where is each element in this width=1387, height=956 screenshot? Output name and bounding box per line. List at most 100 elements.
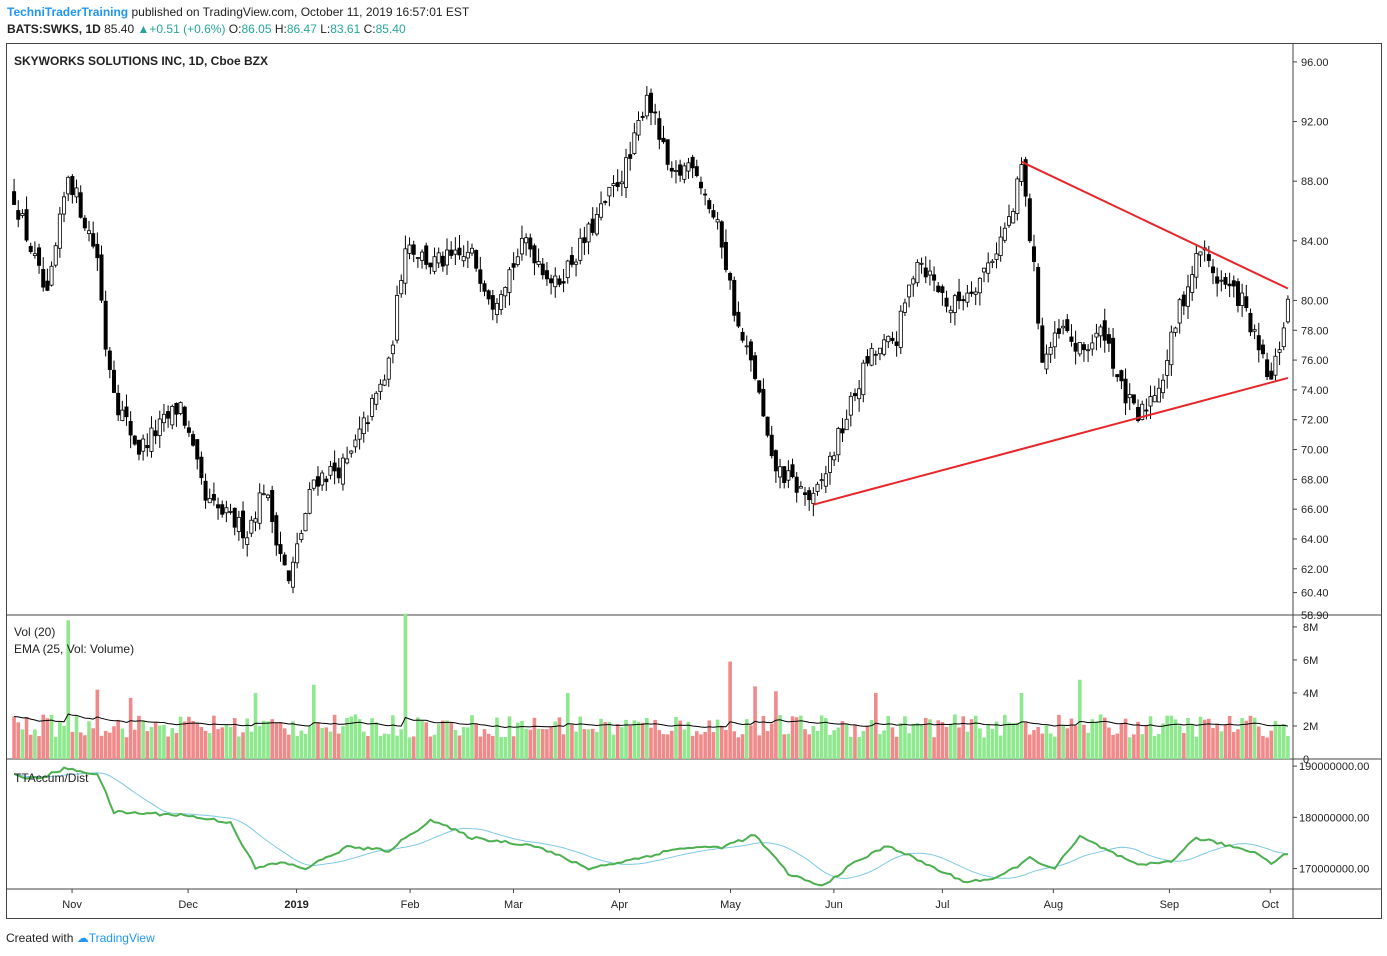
volume-bar [724,729,728,759]
volume-bar [411,736,416,759]
candle-up [374,392,379,405]
volume-bar [1244,720,1249,759]
volume-bar [182,721,187,759]
candle-up [844,418,849,431]
candle-down [274,515,279,546]
volume-bar [532,717,537,759]
author-link[interactable]: TechniTraderTraining [7,5,129,19]
candle-up [57,213,62,249]
price-tick-label: 80.00 [1301,295,1329,307]
candle-down [111,369,116,393]
candle-up [345,458,350,464]
candle-down [1081,344,1086,351]
volume-bar [749,725,753,759]
volume-bar [416,717,420,759]
candle-up [1044,353,1049,370]
volume-bar [703,731,707,759]
candle-down [41,269,46,288]
volume-bar [674,717,678,759]
volume-bar [1269,730,1274,759]
volume-bar [316,722,320,759]
high-label: H: [274,22,287,36]
candle-down [794,476,799,493]
candle-up [349,450,354,454]
volume-bar [124,737,129,759]
tradingview-logo-icon[interactable]: ☁ [76,931,89,945]
candle-up [519,237,524,255]
volume-bar [145,731,150,759]
candle-down [1215,276,1220,284]
candle-down [332,462,337,472]
last-price: 85.40 [104,22,135,36]
candle-down [1073,342,1078,352]
candle-down [191,434,196,446]
candle-down [649,92,654,113]
candle-up [178,402,183,414]
price-tick-label: 66.00 [1301,504,1329,516]
volume-bar [645,717,649,759]
time-tick-label: Aug [1044,899,1064,911]
volume-bar [832,730,836,759]
candle-up [465,251,470,259]
candle-down [732,279,737,316]
volume-bar [1028,734,1032,759]
candle-up [607,186,612,197]
candle-up [586,223,591,243]
candle-down [82,217,87,229]
volume-bar [932,737,936,759]
volume-bar [174,733,179,759]
volume-bar [99,735,104,759]
volume-bar [553,721,558,759]
volume-bar [1165,715,1169,759]
candle-down [873,353,878,356]
candle-down [1136,407,1141,421]
candle-down [936,285,941,293]
volume-bar [861,731,866,759]
volume-bar [653,719,657,759]
volume-bar [1061,725,1065,759]
candle-down [1036,266,1041,324]
tradingview-brand[interactable]: TradingView [88,931,155,945]
price-change: +0.51 (+0.6%) [149,22,226,36]
volume-bar [907,733,911,759]
open-label: O: [228,22,242,36]
volume-bar [670,730,674,759]
candle-down [544,270,549,280]
volume-bar [782,734,787,759]
volume-bar [220,727,225,759]
candle-up [1077,342,1082,355]
volume-bar [715,719,720,759]
candle-up [1273,355,1278,376]
volume-bar [253,692,258,759]
candle-up [948,309,953,314]
candle-up [869,348,874,366]
candle-down [16,210,21,220]
volume-bar [307,726,312,759]
chart-canvas[interactable]: 96.00 92.00 88.00 84.00 80.00 78.00 76.00 74.00… [6,43,1382,919]
candle-up [636,120,641,136]
candle-down [1248,312,1253,333]
low-label: L: [320,22,331,36]
price-tick-label: 62.00 [1301,564,1329,576]
candle-up [1011,211,1016,224]
volume-bar [49,715,54,759]
candle-down [474,249,479,269]
volume-bar [137,715,141,759]
candle-down [211,494,216,501]
candle-down [132,435,137,445]
volume-bar [12,716,16,759]
volume-bar [661,734,666,759]
candle-up [673,170,678,172]
candle-up [1148,396,1153,407]
volume-bar [1256,726,1261,759]
volume-bar [1065,728,1070,759]
candle-up [594,214,599,235]
volume-bar [1077,679,1082,759]
volume-bar [1098,714,1103,759]
volume-bar [769,723,774,759]
volume-bar [249,731,254,759]
candle-up [74,187,79,198]
volume-bar [295,735,299,759]
candle-up [1048,347,1053,355]
candle-down [736,311,741,327]
